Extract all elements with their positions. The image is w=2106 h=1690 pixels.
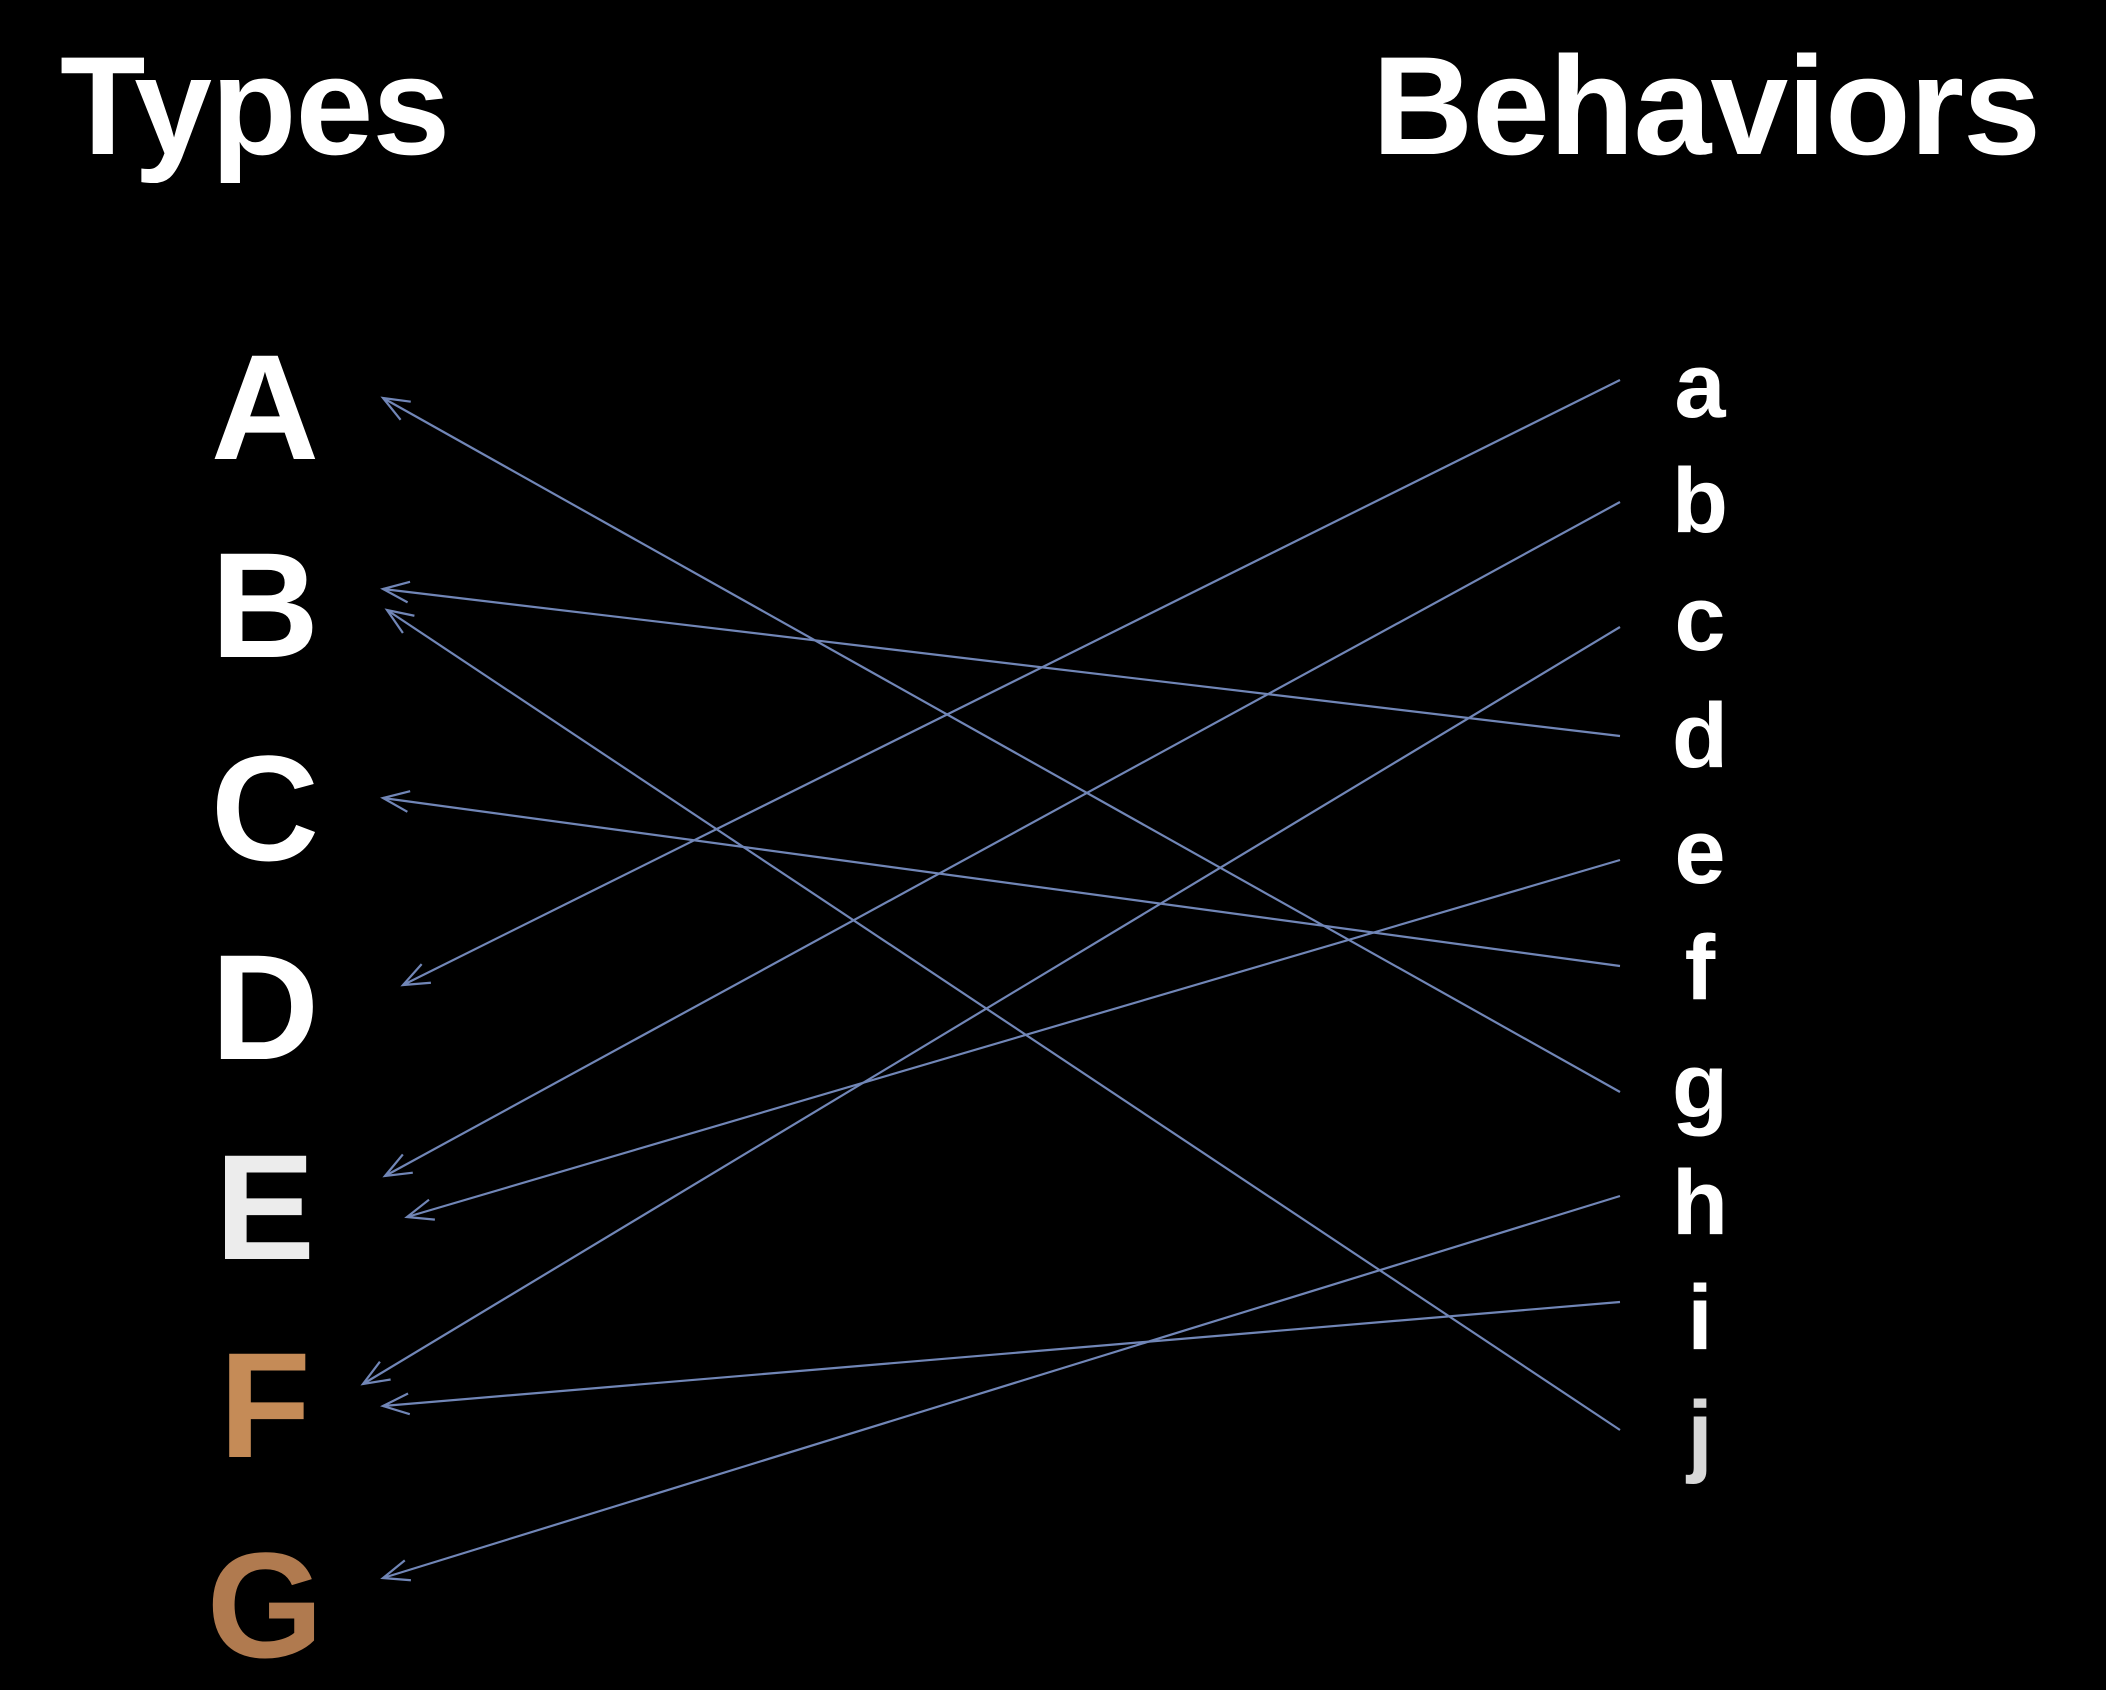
behavior-label-i: i — [1687, 1267, 1713, 1369]
type-label-a: A — [210, 323, 320, 491]
arrow-d-to-B — [380, 580, 1621, 738]
arrow-line-b-E — [384, 501, 1621, 1177]
arrowhead-c-F — [360, 1361, 391, 1386]
types-heading: Types — [60, 27, 450, 184]
arrowhead-h-G — [380, 1559, 411, 1582]
arrow-line-g-A — [382, 397, 1621, 1093]
arrow-g-to-A — [380, 396, 1621, 1093]
behavior-label-f: f — [1684, 917, 1716, 1019]
behavior-label-h: h — [1671, 1152, 1729, 1254]
behavior-label-j: j — [1687, 1383, 1713, 1485]
behaviors-heading: Behaviors — [1372, 27, 2041, 184]
arrow-line-f-C — [382, 796, 1621, 968]
arrow-line-c-F — [362, 626, 1621, 1385]
behavior-label-b: b — [1671, 450, 1729, 552]
arrow-j-to-B — [384, 608, 1621, 1431]
type-label-d: D — [210, 923, 320, 1091]
type-label-f: F — [219, 1321, 311, 1489]
arrow-line-d-B — [382, 587, 1621, 738]
type-label-g: G — [206, 1521, 324, 1689]
arrowhead-e-E — [404, 1198, 435, 1221]
arrowhead-f-C — [380, 790, 411, 813]
arrow-line-a-D — [402, 379, 1621, 986]
arrow-line-i-F — [382, 1300, 1621, 1408]
behavior-label-e: e — [1674, 801, 1726, 903]
arrowhead-i-F — [380, 1392, 411, 1416]
type-label-e: E — [214, 1123, 316, 1291]
arrow-c-to-F — [360, 626, 1621, 1386]
arrow-line-h-G — [382, 1194, 1621, 1580]
behavior-label-c: c — [1674, 568, 1726, 670]
arrow-e-to-E — [404, 858, 1621, 1221]
arrowhead-d-B — [380, 580, 411, 604]
arrow-b-to-E — [382, 501, 1621, 1178]
arrow-a-to-D — [400, 379, 1621, 987]
arrow-line-j-B — [386, 609, 1621, 1431]
arrow-h-to-G — [380, 1194, 1621, 1582]
arrowhead-a-D — [400, 963, 431, 987]
arrow-line-e-E — [406, 858, 1621, 1219]
behavior-label-d: d — [1671, 685, 1729, 787]
arrow-f-to-C — [380, 790, 1621, 968]
type-label-c: C — [210, 724, 320, 892]
arrowhead-b-E — [382, 1153, 413, 1178]
arrowhead-j-B — [384, 608, 415, 634]
arrowhead-g-A — [380, 396, 411, 421]
behavior-label-g: g — [1671, 1035, 1729, 1137]
type-label-b: B — [210, 521, 320, 689]
behavior-label-a: a — [1674, 335, 1726, 437]
arrow-i-to-F — [380, 1300, 1621, 1416]
